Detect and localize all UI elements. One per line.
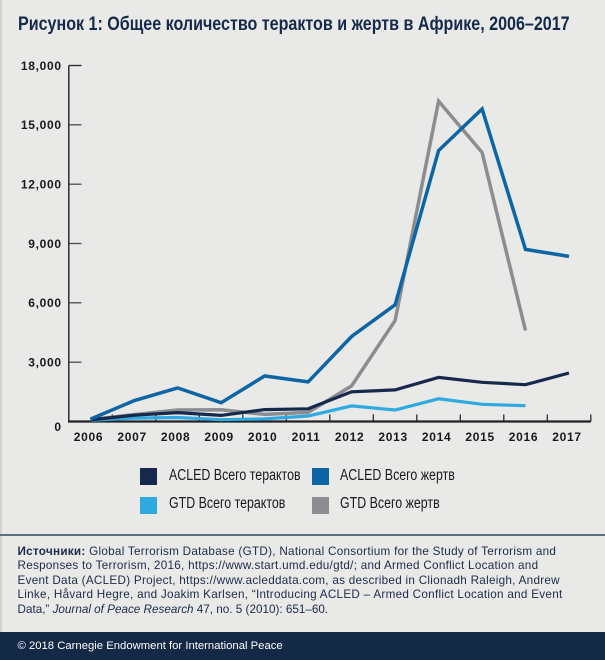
svg-text:2015: 2015 <box>465 430 495 444</box>
svg-text:2013: 2013 <box>378 430 408 444</box>
svg-text:2017: 2017 <box>552 430 582 444</box>
svg-text:2016: 2016 <box>509 430 539 444</box>
svg-text:2008: 2008 <box>161 430 191 444</box>
svg-text:2012: 2012 <box>335 430 365 444</box>
svg-text:18,000: 18,000 <box>21 59 62 73</box>
svg-text:2007: 2007 <box>117 430 147 444</box>
svg-text:0: 0 <box>54 420 61 434</box>
svg-text:15,000: 15,000 <box>21 118 62 132</box>
svg-text:9,000: 9,000 <box>28 237 62 251</box>
svg-text:2014: 2014 <box>422 430 452 444</box>
svg-text:2010: 2010 <box>248 430 278 444</box>
svg-text:3,000: 3,000 <box>28 356 62 370</box>
svg-text:2009: 2009 <box>204 430 234 444</box>
svg-text:6,000: 6,000 <box>28 296 62 310</box>
svg-text:2011: 2011 <box>292 430 321 444</box>
svg-text:2006: 2006 <box>74 430 104 444</box>
svg-text:12,000: 12,000 <box>21 178 62 192</box>
